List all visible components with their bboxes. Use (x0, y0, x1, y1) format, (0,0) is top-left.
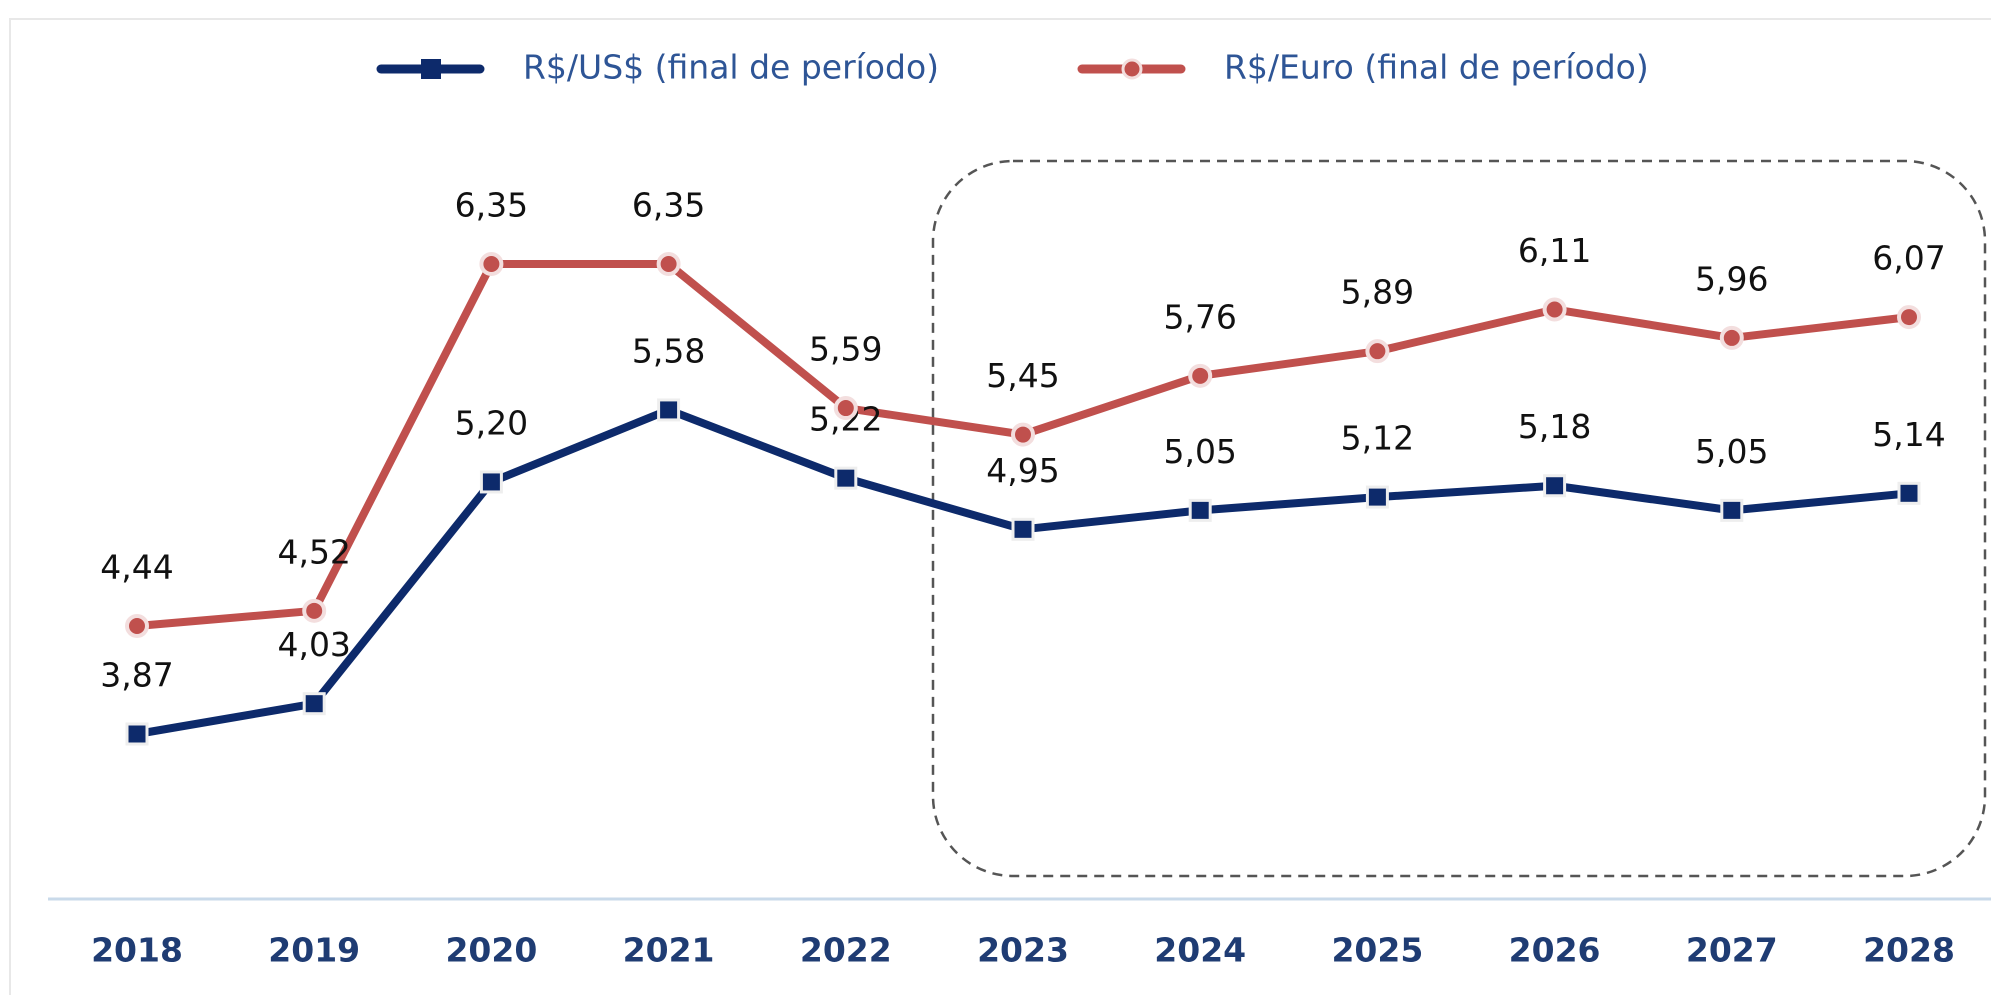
data-label: 5,05 (1695, 432, 1768, 471)
marker (479, 252, 504, 276)
x-tick-label: 2024 (1154, 931, 1246, 970)
data-label: 6,35 (632, 186, 705, 225)
marker (125, 613, 149, 638)
marker (833, 396, 858, 421)
data-label: 5,05 (1163, 432, 1236, 471)
data-label: 3,87 (100, 656, 173, 695)
x-tick-label: 2026 (1509, 931, 1601, 970)
legend-marker (421, 59, 441, 79)
x-tick-label: 2019 (268, 931, 360, 970)
legend: R$/US$ (final de período) R$/Euro (final … (376, 48, 1649, 87)
x-tick-label: 2022 (800, 931, 892, 970)
marker (1543, 474, 1567, 498)
marker (1542, 297, 1567, 322)
legend-marker (1121, 58, 1143, 80)
data-label: 5,96 (1695, 259, 1768, 298)
x-tick-label: 2023 (977, 931, 1069, 970)
data-label: 5,58 (632, 331, 705, 370)
data-label: 5,89 (1341, 273, 1414, 312)
data-label: 5,76 (1163, 297, 1236, 336)
marker (1188, 363, 1213, 388)
marker (1897, 481, 1921, 505)
projection-box (931, 159, 1987, 878)
marker (834, 466, 858, 490)
data-label: 4,44 (100, 547, 173, 586)
data-label: 5,20 (455, 403, 528, 442)
marker (1188, 498, 1212, 522)
data-label: 6,35 (455, 186, 528, 225)
frame (9, 18, 1991, 995)
marker (302, 598, 327, 623)
x-tick-label: 2028 (1863, 931, 1955, 970)
marker (125, 722, 149, 746)
data-label: 4,03 (277, 625, 350, 664)
data-label: 5,59 (809, 330, 882, 369)
marker (657, 398, 681, 422)
marker (656, 252, 681, 276)
marker (479, 470, 503, 494)
data-label: 4,95 (986, 451, 1059, 490)
legend-label: R$/US$ (final de período) (523, 48, 939, 87)
data-label: 5,18 (1518, 407, 1591, 446)
marker (1011, 422, 1035, 447)
marker (302, 692, 326, 716)
data-label: 5,12 (1341, 419, 1414, 458)
data-label: 6,07 (1872, 239, 1945, 278)
data-label: 5,45 (986, 356, 1059, 395)
data-label: 4,52 (277, 532, 350, 571)
x-tick-label: 2020 (445, 931, 537, 970)
marker (1011, 517, 1035, 541)
x-tick-label: 2025 (1331, 931, 1423, 970)
data-label: 5,14 (1872, 415, 1945, 454)
marker (1365, 485, 1389, 509)
marker (1897, 305, 1921, 330)
marker (1719, 325, 1744, 350)
x-tick-label: 2027 (1686, 931, 1778, 970)
plot-area: 2018 2019 2020 2021 2022 2023 2024 2025 2026 2027… (91, 186, 1955, 970)
marker (1365, 339, 1390, 364)
data-label: 6,11 (1518, 231, 1591, 270)
x-tick-label: 2021 (623, 931, 715, 970)
legend-label: R$/Euro (final de período) (1224, 48, 1649, 87)
x-tick-label: 2018 (91, 931, 183, 970)
marker (1720, 498, 1744, 522)
